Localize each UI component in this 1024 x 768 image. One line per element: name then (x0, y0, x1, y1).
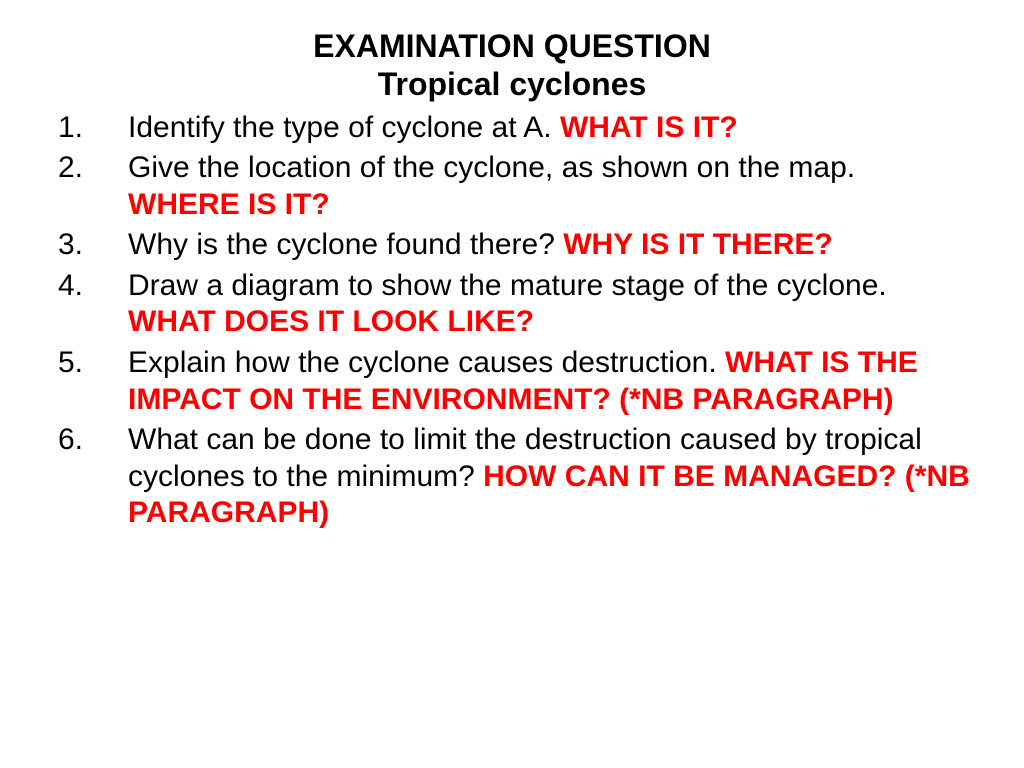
item-hint: WHAT IS IT? (560, 111, 738, 144)
item-body: Why is the cyclone found there? WHY IS I… (128, 227, 972, 264)
item-hint: WHAT DOES IT LOOK LIKE? (128, 305, 534, 338)
list-item: 5. Explain how the cyclone causes destru… (52, 345, 972, 418)
title-line-2: Tropical cyclones (0, 66, 1024, 104)
list-item: 6. What can be done to limit the destruc… (52, 422, 972, 532)
list-item: 2. Give the location of the cyclone, as … (52, 150, 972, 223)
title-block: EXAMINATION QUESTION Tropical cyclones (0, 28, 1024, 104)
item-text: Give the location of the cyclone, as sho… (128, 151, 855, 184)
item-number: 2. (52, 150, 128, 223)
list-item: 4. Draw a diagram to show the mature sta… (52, 268, 972, 341)
item-text: Why is the cyclone found there? (128, 228, 563, 261)
item-body: What can be done to limit the destructio… (128, 422, 972, 532)
item-body: Explain how the cyclone causes destructi… (128, 345, 972, 418)
item-hint: WHY IS IT THERE? (563, 228, 832, 261)
item-hint: WHERE IS IT? (128, 188, 330, 221)
item-text: Identify the type of cyclone at A. (128, 111, 560, 144)
item-body: Give the location of the cyclone, as sho… (128, 150, 972, 223)
item-number: 3. (52, 227, 128, 264)
item-number: 4. (52, 268, 128, 341)
item-number: 1. (52, 110, 128, 147)
item-text: Explain how the cyclone causes destructi… (128, 346, 725, 379)
slide: EXAMINATION QUESTION Tropical cyclones 1… (0, 0, 1024, 768)
list-item: 3. Why is the cyclone found there? WHY I… (52, 227, 972, 264)
item-number: 5. (52, 345, 128, 418)
question-list: 1. Identify the type of cyclone at A. WH… (0, 110, 1024, 533)
item-body: Identify the type of cyclone at A. WHAT … (128, 110, 972, 147)
item-number: 6. (52, 422, 128, 532)
title-line-1: EXAMINATION QUESTION (0, 28, 1024, 66)
item-text: Draw a diagram to show the mature stage … (128, 269, 887, 302)
list-item: 1. Identify the type of cyclone at A. WH… (52, 110, 972, 147)
item-body: Draw a diagram to show the mature stage … (128, 268, 972, 341)
